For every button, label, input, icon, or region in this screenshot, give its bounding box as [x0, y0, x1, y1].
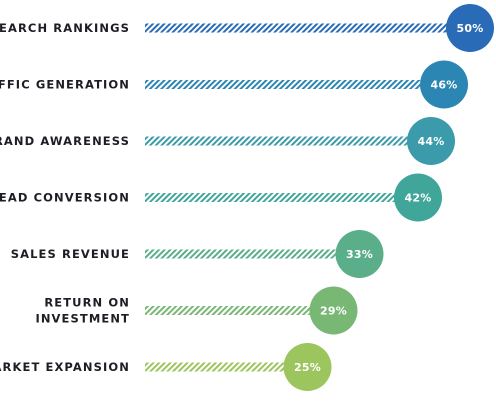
bars-layer: 50% 46% 44% 42% 33% 29% 25%: [145, 4, 494, 391]
value-circle-1: [420, 60, 468, 109]
value-label-3: 42%: [405, 192, 432, 205]
value-label-4: 33%: [346, 248, 373, 261]
bar-3: [145, 193, 418, 202]
value-label-5: 29%: [320, 305, 347, 318]
category-label-1: TRAFFIC GENERATION: [0, 78, 130, 92]
category-label-0: SEARCH RANKINGS: [0, 21, 130, 35]
bar-2: [145, 136, 431, 146]
category-label-6: MARKET EXPANSION: [0, 360, 130, 374]
value-label-2: 44%: [418, 135, 445, 148]
value-circle-5: [309, 286, 358, 335]
category-label-5-line-0: RETURN ON: [44, 296, 130, 310]
value-circle-0: [446, 4, 494, 52]
bar-5: [145, 306, 334, 315]
value-circle-4: [335, 230, 384, 278]
category-label-3: LEAD CONVERSION: [0, 191, 130, 205]
bar-6: [145, 362, 308, 372]
category-label-4: SALES REVENUE: [11, 247, 130, 261]
category-label-2: BRAND AWARENESS: [0, 134, 130, 148]
value-label-6: 25%: [294, 361, 321, 374]
bar-1: [145, 80, 444, 89]
value-circle-2: [407, 117, 455, 165]
category-labels: SEARCH RANKINGS TRAFFIC GENERATION BRAND A…: [0, 21, 130, 374]
value-circle-6: [283, 343, 332, 391]
value-circle-3: [394, 173, 442, 222]
bar-4: [145, 249, 360, 259]
value-label-0: 50%: [457, 22, 484, 35]
bar-0: [145, 23, 470, 33]
value-label-1: 46%: [431, 79, 458, 92]
category-label-5-line-1: INVESTMENT: [35, 312, 130, 326]
